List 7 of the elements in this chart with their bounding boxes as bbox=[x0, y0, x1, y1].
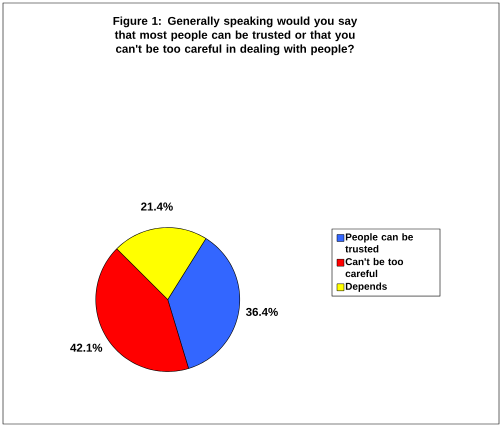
data-label: 21.4% bbox=[141, 202, 173, 211]
data-label: 42.1% bbox=[70, 344, 102, 352]
legend-label: People can be trusted bbox=[345, 233, 413, 252]
data-label: 36.4% bbox=[246, 308, 278, 316]
legend-label: Can't be too careful bbox=[346, 258, 404, 278]
legend-label: Depends bbox=[346, 282, 387, 292]
chart-title: Figure 1: Generally speaking would you say that most people can be trusted or that you can't be too careful in dealing with people? bbox=[114, 16, 358, 56]
